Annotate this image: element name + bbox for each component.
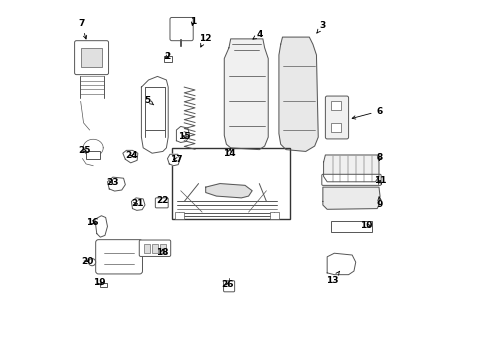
Text: 14: 14 (223, 149, 236, 158)
Bar (144, 244, 150, 252)
Text: 17: 17 (170, 155, 183, 164)
FancyBboxPatch shape (223, 281, 235, 292)
Text: 15: 15 (178, 132, 191, 141)
Bar (152, 244, 158, 252)
Text: 13: 13 (326, 271, 340, 285)
Text: 8: 8 (377, 153, 383, 162)
Polygon shape (168, 154, 180, 166)
Bar (331, 221, 372, 232)
Text: 3: 3 (317, 21, 326, 33)
Text: 1: 1 (190, 17, 196, 26)
FancyBboxPatch shape (96, 240, 143, 274)
Bar (81, 48, 102, 67)
Text: 24: 24 (125, 151, 138, 160)
Text: 21: 21 (131, 199, 144, 208)
Bar (175, 212, 184, 219)
Text: 7: 7 (78, 19, 87, 39)
Text: 26: 26 (221, 280, 234, 289)
Text: 9: 9 (377, 197, 383, 209)
Text: 16: 16 (86, 218, 98, 227)
FancyBboxPatch shape (139, 240, 171, 256)
Polygon shape (131, 198, 145, 210)
FancyBboxPatch shape (325, 96, 348, 139)
Text: 22: 22 (156, 196, 169, 205)
Text: 10: 10 (360, 221, 372, 230)
Bar (164, 56, 172, 62)
Text: 6: 6 (352, 107, 383, 119)
Bar (331, 123, 342, 132)
Polygon shape (206, 184, 252, 198)
Polygon shape (123, 150, 138, 163)
Text: 2: 2 (165, 51, 171, 60)
Polygon shape (323, 155, 379, 182)
Text: 19: 19 (93, 278, 106, 287)
Polygon shape (142, 76, 168, 153)
Polygon shape (107, 177, 125, 191)
Bar (86, 152, 99, 158)
Text: 5: 5 (145, 96, 154, 105)
Text: 20: 20 (81, 257, 93, 266)
Bar (331, 102, 342, 111)
Text: 25: 25 (79, 146, 91, 155)
FancyBboxPatch shape (155, 198, 168, 208)
FancyBboxPatch shape (170, 18, 193, 41)
Bar (172, 148, 290, 219)
Polygon shape (327, 253, 356, 275)
Polygon shape (323, 187, 380, 209)
Text: 18: 18 (156, 248, 169, 257)
Polygon shape (279, 37, 318, 152)
Bar (160, 244, 166, 252)
Text: 23: 23 (106, 178, 119, 187)
Polygon shape (176, 126, 190, 143)
Polygon shape (224, 39, 268, 150)
Circle shape (89, 258, 96, 266)
Text: 12: 12 (199, 34, 211, 47)
Polygon shape (95, 216, 107, 237)
Bar (100, 283, 107, 287)
Text: 11: 11 (374, 176, 386, 185)
FancyBboxPatch shape (322, 174, 381, 185)
Text: 4: 4 (253, 30, 263, 39)
Bar (270, 212, 279, 219)
FancyBboxPatch shape (74, 41, 109, 75)
